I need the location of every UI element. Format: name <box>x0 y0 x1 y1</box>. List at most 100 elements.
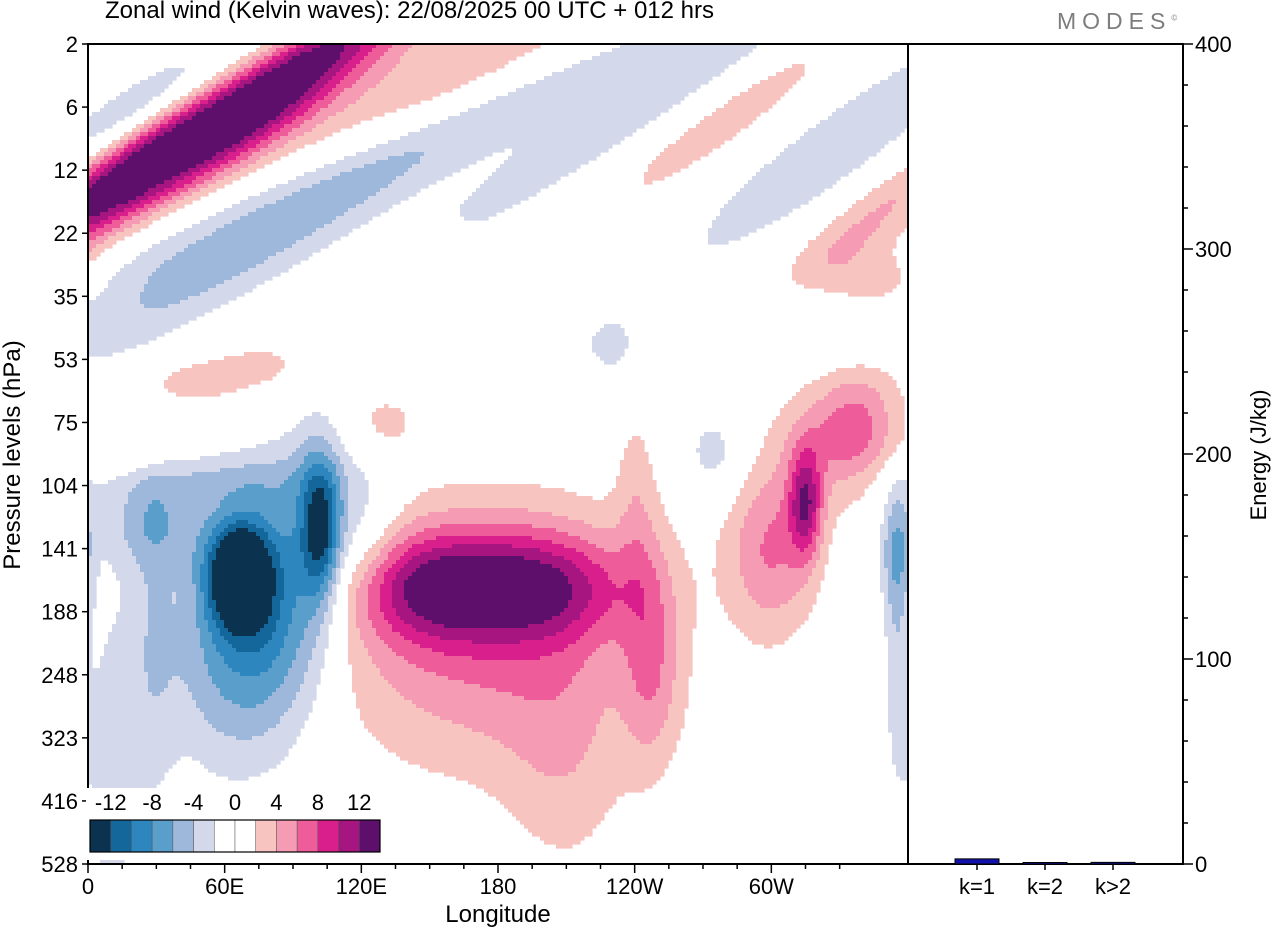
field-cell <box>716 592 749 597</box>
field-cell <box>216 212 249 217</box>
field-cell <box>848 292 885 297</box>
field-cell <box>632 500 641 505</box>
field-cell <box>868 440 885 445</box>
field-cell <box>820 524 825 529</box>
field-cell <box>828 248 861 253</box>
field-cell <box>140 128 149 133</box>
field-cell <box>520 640 577 645</box>
field-cell <box>800 588 821 593</box>
field-cell <box>408 548 433 553</box>
field-cell <box>304 120 325 125</box>
field-cell <box>884 596 889 601</box>
field-cell <box>616 476 653 481</box>
field-cell <box>144 648 205 653</box>
field-cell <box>144 572 193 577</box>
field-cell <box>820 484 825 489</box>
field-cell <box>824 472 857 477</box>
field-cell <box>336 544 341 549</box>
field-cell <box>216 72 229 77</box>
field-cell <box>336 472 345 477</box>
field-cell <box>660 676 677 681</box>
field-cell <box>512 692 561 697</box>
field-cell <box>124 208 137 213</box>
field-cell <box>344 464 357 469</box>
field-cell <box>784 484 793 489</box>
field-cell <box>220 88 229 93</box>
field-cell <box>88 736 237 741</box>
field-cell <box>336 520 341 525</box>
field-cell <box>368 652 397 657</box>
field-cell <box>384 52 405 57</box>
field-cell <box>688 128 741 133</box>
field-cell <box>592 56 741 61</box>
field-cell <box>708 240 729 245</box>
field-cell <box>192 88 205 93</box>
field-cell <box>632 676 661 681</box>
field-cell <box>260 64 269 69</box>
field-cell <box>460 204 513 209</box>
field-cell <box>88 220 101 225</box>
field-cell <box>208 588 213 593</box>
field-cell <box>236 528 249 533</box>
field-cell <box>268 532 281 537</box>
field-cell <box>484 732 597 737</box>
field-cell <box>712 112 761 117</box>
field-cell <box>212 512 233 517</box>
field-cell <box>504 804 613 809</box>
field-cell <box>208 624 217 629</box>
field-cell <box>600 616 641 621</box>
field-cell <box>380 636 405 641</box>
field-cell <box>596 332 625 337</box>
field-cell <box>148 464 245 469</box>
field-cell <box>136 124 145 129</box>
field-cell <box>336 552 341 557</box>
field-cell <box>336 464 345 469</box>
field-cell <box>736 192 821 197</box>
field-cell <box>264 484 281 489</box>
field-cell <box>900 580 908 585</box>
field-cell <box>664 644 677 649</box>
field-cell <box>796 476 813 481</box>
field-cell <box>200 456 289 461</box>
field-cell <box>324 552 329 557</box>
field-cell <box>676 624 697 629</box>
field-cell <box>96 168 105 173</box>
field-cell <box>808 544 817 549</box>
field-cell <box>896 200 908 205</box>
field-cell <box>824 420 873 425</box>
field-cell <box>108 632 149 637</box>
field-cell <box>312 476 325 481</box>
field-cell <box>384 532 397 537</box>
field-cell <box>216 180 233 185</box>
field-cell <box>88 480 93 485</box>
field-cell <box>332 444 345 449</box>
field-cell <box>324 492 333 497</box>
field-cell <box>432 712 605 717</box>
field-cell <box>740 532 765 537</box>
field-cell <box>144 640 201 645</box>
field-cell <box>208 768 269 773</box>
field-cell <box>388 552 405 557</box>
field-cell <box>604 548 621 553</box>
field-cell <box>368 68 393 73</box>
field-cell <box>136 256 173 261</box>
field-cell <box>644 616 665 621</box>
field-cell <box>444 772 545 777</box>
field-cell <box>352 664 377 669</box>
field-cell <box>108 172 181 177</box>
field-cell <box>888 416 905 421</box>
field-cell <box>284 640 301 645</box>
field-cell <box>88 212 101 217</box>
field-cell <box>356 616 369 621</box>
field-cell <box>592 348 625 353</box>
field-cell <box>412 608 565 613</box>
field-cell <box>592 524 617 529</box>
field-cell <box>816 500 821 505</box>
field-cell <box>280 604 297 609</box>
field-cell <box>800 488 809 493</box>
field-cell <box>820 556 829 561</box>
field-cell <box>88 336 157 341</box>
field-cell <box>288 672 305 677</box>
field-cell <box>292 532 301 537</box>
